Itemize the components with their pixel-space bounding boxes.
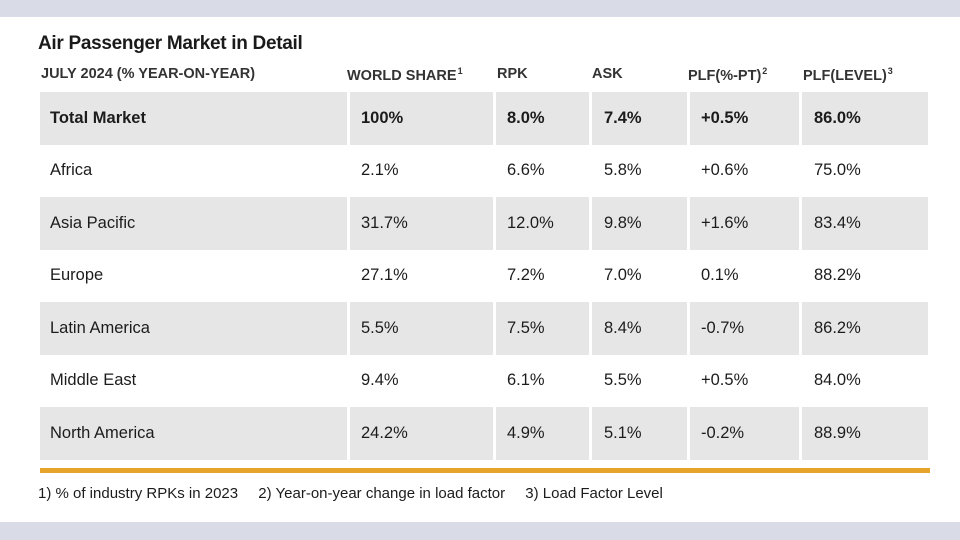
world-share-cell: 2.1% [347, 144, 493, 197]
world-share-cell: 27.1% [347, 249, 493, 302]
column-header-plf-level: PLF(LEVEL)3 [803, 66, 893, 84]
plf-level-cell: 86.0% [799, 92, 928, 145]
table-row: North America 24.2% 4.9% 5.1% -0.2% 88.9% [40, 407, 928, 460]
table-row: Latin America 5.5% 7.5% 8.4% -0.7% 86.2% [40, 302, 928, 355]
column-header-plf-pt: PLF(%-PT)2 [688, 66, 768, 84]
region-cell: Total Market [50, 108, 146, 127]
footnote-1: 1) % of industry RPKs in 2023 [38, 485, 239, 502]
world-share-cell: 100% [347, 92, 493, 145]
table-row: Africa 2.1% 6.6% 5.8% +0.6% 75.0% [40, 144, 928, 197]
ask-cell: 7.0% [589, 249, 687, 302]
region-cell: Latin America [50, 318, 150, 337]
table-row: Middle East 9.4% 6.1% 5.5% +0.5% 84.0% [40, 354, 928, 407]
plf-pt-cell: +0.6% [687, 144, 799, 197]
plf-pt-cell: -0.7% [687, 302, 799, 355]
plf-pt-cell: +1.6% [687, 197, 799, 250]
column-header-ask: ASK [592, 66, 623, 82]
ask-cell: 5.1% [589, 407, 687, 460]
plf-level-cell: 75.0% [799, 144, 928, 197]
plf-pt-cell: -0.2% [687, 407, 799, 460]
ask-cell: 7.4% [589, 92, 687, 145]
footnote-marker: 2 [762, 66, 768, 76]
plf-level-cell: 84.0% [799, 354, 928, 407]
ask-cell: 9.8% [589, 197, 687, 250]
table-row: Total Market 100% 8.0% 7.4% +0.5% 86.0% [40, 92, 928, 145]
rpk-cell: 12.0% [493, 197, 589, 250]
ask-cell: 5.8% [589, 144, 687, 197]
table-row: Asia Pacific 31.7% 12.0% 9.8% +1.6% 83.4% [40, 197, 928, 250]
accent-rule [40, 468, 930, 473]
footnote-marker: 1 [457, 66, 463, 76]
rpk-cell: 7.5% [493, 302, 589, 355]
footnote-2: 2) Year-on-year change in load factor [258, 485, 506, 502]
region-cell: Asia Pacific [50, 213, 136, 232]
world-share-cell: 5.5% [347, 302, 493, 355]
footnote-3: 3) Load Factor Level [525, 485, 663, 502]
plf-pt-cell: +0.5% [687, 354, 799, 407]
rpk-cell: 4.9% [493, 407, 589, 460]
rpk-cell: 8.0% [493, 92, 589, 145]
ask-cell: 5.5% [589, 354, 687, 407]
plf-level-cell: 88.2% [799, 249, 928, 302]
plf-level-cell: 88.9% [799, 407, 928, 460]
data-table: Total Market 100% 8.0% 7.4% +0.5% 86.0% Africa… [40, 92, 928, 460]
region-cell: North America [50, 423, 155, 442]
rpk-cell: 7.2% [493, 249, 589, 302]
table-row: Europe 27.1% 7.2% 7.0% 0.1% 88.2% [40, 249, 928, 302]
world-share-cell: 24.2% [347, 407, 493, 460]
region-cell: Europe [50, 266, 104, 285]
column-header-period: JULY 2024 (% YEAR-ON-YEAR) [41, 66, 256, 82]
footnotes: 1) % of industry RPKs in 2023 2) Year-on… [38, 485, 679, 502]
plf-pt-cell: +0.5% [687, 92, 799, 145]
footnote-marker: 3 [887, 66, 893, 76]
region-cell: Middle East [50, 371, 137, 390]
column-header-world-share: WORLD SHARE1 [347, 66, 463, 84]
plf-pt-cell: 0.1% [687, 249, 799, 302]
plf-level-cell: 83.4% [799, 197, 928, 250]
plf-level-cell: 86.2% [799, 302, 928, 355]
ask-cell: 8.4% [589, 302, 687, 355]
rpk-cell: 6.6% [493, 144, 589, 197]
world-share-cell: 9.4% [347, 354, 493, 407]
world-share-cell: 31.7% [347, 197, 493, 250]
region-cell: Africa [50, 161, 93, 180]
column-header-rpk: RPK [497, 66, 528, 82]
table-title: Air Passenger Market in Detail [38, 33, 303, 54]
rpk-cell: 6.1% [493, 354, 589, 407]
